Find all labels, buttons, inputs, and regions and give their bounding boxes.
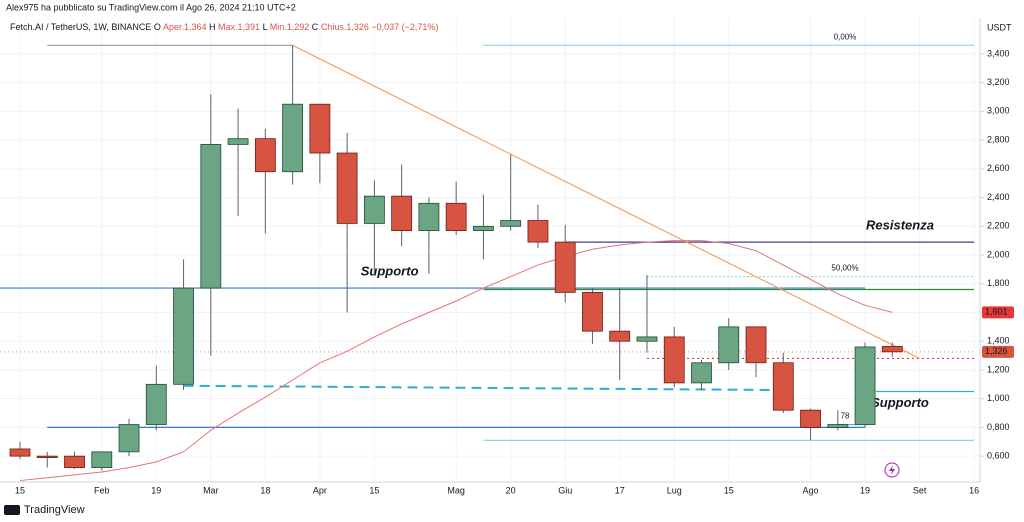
- y-tick-label: 3,400: [987, 48, 1010, 58]
- drawing-label: 78: [841, 412, 850, 421]
- candle-body: [527, 220, 549, 243]
- x-tick-label: Feb: [94, 485, 110, 495]
- y-tick-label: 1,000: [987, 393, 1010, 403]
- y-tick-label: 2,000: [987, 249, 1010, 259]
- x-tick-label: Apr: [313, 485, 327, 495]
- x-tick-label: Mag: [447, 485, 465, 495]
- published-note: Alex975 ha pubblicato su TradingView.com…: [6, 2, 296, 12]
- drawing-line: [183, 384, 784, 392]
- x-tick-label: 16: [969, 485, 979, 495]
- legend-item: Fetch.AI / TetherUS, 1W, BINANCE: [10, 22, 151, 32]
- price-badge: [982, 345, 1014, 358]
- candle-body: [363, 195, 385, 224]
- plot: 0,00% 50,00% 78 Resistenza Supporto Supporto: [0, 18, 980, 482]
- x-tick-label: 20: [506, 485, 516, 495]
- x-tick-label: Set: [913, 485, 927, 495]
- y-tick-label: 1,400: [987, 336, 1010, 346]
- legend-item: C: [312, 22, 319, 32]
- candle-body: [691, 362, 712, 384]
- candle-body: [636, 336, 658, 342]
- y-tick-label: 1,200: [987, 364, 1010, 374]
- candle-body: [473, 225, 494, 232]
- legend-item: Chius.1,326: [321, 22, 369, 32]
- candle-body: [800, 409, 821, 428]
- legend-item: O: [154, 22, 161, 32]
- drawing-label: Resistenza: [866, 218, 934, 233]
- candle-body: [173, 287, 194, 385]
- x-tick-label: 19: [151, 485, 161, 495]
- candle-body: [9, 448, 31, 457]
- candle-body: [145, 383, 167, 425]
- y-tick-label: 2,400: [987, 192, 1010, 202]
- x-tick-label: 15: [369, 485, 379, 495]
- price-badge-label: 1,601: [985, 307, 1008, 317]
- price-badge: [982, 306, 1014, 319]
- x-tick-label: 17: [615, 485, 625, 495]
- candle-body: [827, 424, 849, 428]
- event-icon: [884, 462, 900, 478]
- x-tick-label: Lug: [667, 485, 682, 495]
- axis-unit: USDT: [987, 22, 1012, 32]
- candle-body: [609, 330, 631, 342]
- y-tick-label: 2,600: [987, 163, 1010, 173]
- x-tick-label: Giu: [558, 485, 572, 495]
- candle-body: [418, 202, 440, 232]
- candle-body: [881, 345, 903, 353]
- candle-body: [282, 103, 304, 173]
- x-tick-label: 19: [860, 485, 870, 495]
- legend-item: −0,037 (−2,71%): [371, 22, 438, 32]
- x-tick-label: Mar: [203, 485, 219, 495]
- candle-body: [336, 152, 358, 224]
- candle-body: [663, 336, 685, 384]
- candle-body: [445, 202, 467, 232]
- candle-body: [391, 195, 413, 232]
- brand-name: TradingView: [24, 504, 85, 516]
- candle-body: [254, 138, 276, 173]
- candle-body: [772, 362, 794, 411]
- candle-body: [118, 424, 140, 453]
- symbol-legend: Fetch.AI / TetherUS, 1W, BINANCE O Aper.…: [10, 22, 438, 32]
- legend-item: Max.1,391: [218, 22, 260, 32]
- drawing-label: Supporto: [361, 264, 419, 279]
- drawing-line: [292, 44, 920, 359]
- y-tick-label: 0,600: [987, 451, 1010, 461]
- legend-item: Aper.1,364: [163, 22, 207, 32]
- legend-item: Min.1,292: [270, 22, 310, 32]
- drawing-label: 0,00%: [834, 32, 857, 41]
- candle-body: [227, 138, 249, 145]
- candle-body: [200, 144, 222, 289]
- y-tick-label: 1,800: [987, 278, 1010, 288]
- candle-body: [91, 451, 113, 469]
- moving-average: [19, 240, 893, 482]
- legend-item: L: [263, 22, 268, 32]
- candle-body: [500, 220, 522, 227]
- candle-body: [854, 346, 876, 425]
- event-icon-bolt: [889, 465, 895, 475]
- y-tick-label: 2,800: [987, 134, 1010, 144]
- x-tick-label: Ago: [803, 485, 819, 495]
- x-tick-label: 15: [15, 485, 25, 495]
- brand-logo: [4, 505, 20, 515]
- price-badge-label: 1,326: [985, 346, 1008, 356]
- drawing-label: Supporto: [871, 395, 929, 410]
- candle-body: [309, 103, 331, 154]
- legend-item: H: [209, 22, 216, 32]
- y-tick-label: 0,800: [987, 422, 1010, 432]
- x-tick-label: 18: [260, 485, 270, 495]
- candle-body: [718, 326, 740, 364]
- candle-body: [64, 455, 85, 469]
- candle-body: [582, 291, 603, 332]
- drawing-label: 50,00%: [831, 264, 858, 273]
- y-tick-label: 3,000: [987, 106, 1010, 116]
- candle-body: [554, 241, 576, 293]
- y-tick-label: 2,200: [987, 221, 1010, 231]
- y-tick-label: 3,200: [987, 77, 1010, 87]
- candle-body: [745, 326, 767, 364]
- x-tick-label: 15: [724, 485, 734, 495]
- candle-body: [36, 455, 58, 458]
